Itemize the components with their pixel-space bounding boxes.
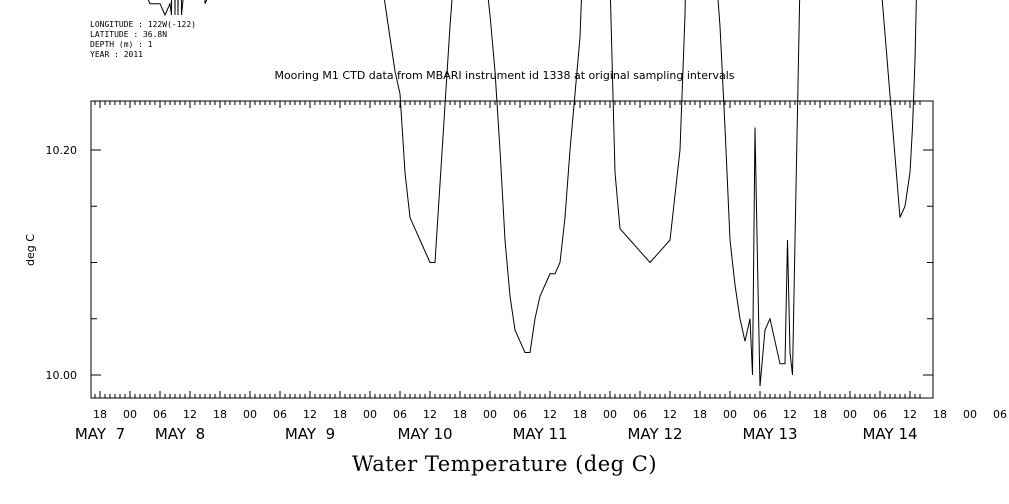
latitude-label: LATITUDE : 36.8N — [90, 30, 168, 39]
x-tick-label: 12 — [543, 408, 557, 421]
x-tick-label: 18 — [453, 408, 467, 421]
y-tick-label: 10.20 — [46, 144, 78, 157]
x-tick-label: 06 — [393, 408, 407, 421]
x-date-label: MAY 13 — [742, 425, 797, 443]
x-tick-label: 18 — [813, 408, 827, 421]
x-tick-label: 12 — [903, 408, 917, 421]
x-tick-label: 12 — [783, 408, 797, 421]
x-tick-label: 00 — [363, 408, 377, 421]
x-tick-label: 00 — [723, 408, 737, 421]
x-date-label: MAY 9 — [285, 425, 335, 443]
chart-title: Mooring M1 CTD data from MBARI instrumen… — [274, 69, 735, 82]
x-tick-label: 06 — [633, 408, 647, 421]
x-tick-label: 18 — [213, 408, 227, 421]
y-tick-label: 10.00 — [46, 369, 78, 382]
x-tick-label: 00 — [123, 408, 137, 421]
x-date-label: MAY 7 — [75, 425, 125, 443]
x-tick-label: 06 — [873, 408, 887, 421]
x-tick-label: 00 — [963, 408, 977, 421]
year-label: YEAR : 2011 — [90, 50, 143, 59]
x-tick-label: 12 — [303, 408, 317, 421]
x-tick-label: 12 — [183, 408, 197, 421]
x-tick-label: 18 — [933, 408, 947, 421]
x-date-label: MAY 8 — [155, 425, 205, 443]
x-tick-label: 18 — [93, 408, 107, 421]
metadata-block: LONGITUDE : 122W(-122) LATITUDE : 36.8N … — [90, 20, 196, 60]
longitude-label: LONGITUDE : 122W(-122) — [90, 20, 196, 29]
x-tick-label: 00 — [483, 408, 497, 421]
x-tick-label: 06 — [993, 408, 1007, 421]
x-tick-label: 06 — [513, 408, 527, 421]
x-tick-label: 18 — [333, 408, 347, 421]
y-axis-label: deg C — [24, 234, 37, 266]
x-tick-label: 18 — [573, 408, 587, 421]
series-line-0 — [147, 0, 917, 387]
x-tick-label: 00 — [843, 408, 857, 421]
x-date-label: MAY 14 — [862, 425, 917, 443]
x-date-label: MAY 11 — [512, 425, 567, 443]
x-tick-label: 00 — [243, 408, 257, 421]
x-tick-label: 12 — [423, 408, 437, 421]
x-tick-label: 12 — [663, 408, 677, 421]
chart-caption: Water Temperature (deg C) — [351, 452, 658, 476]
plot-frame — [90, 100, 934, 399]
x-tick-label: 06 — [153, 408, 167, 421]
x-date-label: MAY 12 — [627, 425, 682, 443]
depth-label: DEPTH (m) : 1 — [90, 40, 153, 49]
x-tick-label: 06 — [273, 408, 287, 421]
x-tick-label: 18 — [693, 408, 707, 421]
x-tick-label: 06 — [753, 408, 767, 421]
x-tick-label: 00 — [603, 408, 617, 421]
x-date-label: MAY 10 — [397, 425, 452, 443]
